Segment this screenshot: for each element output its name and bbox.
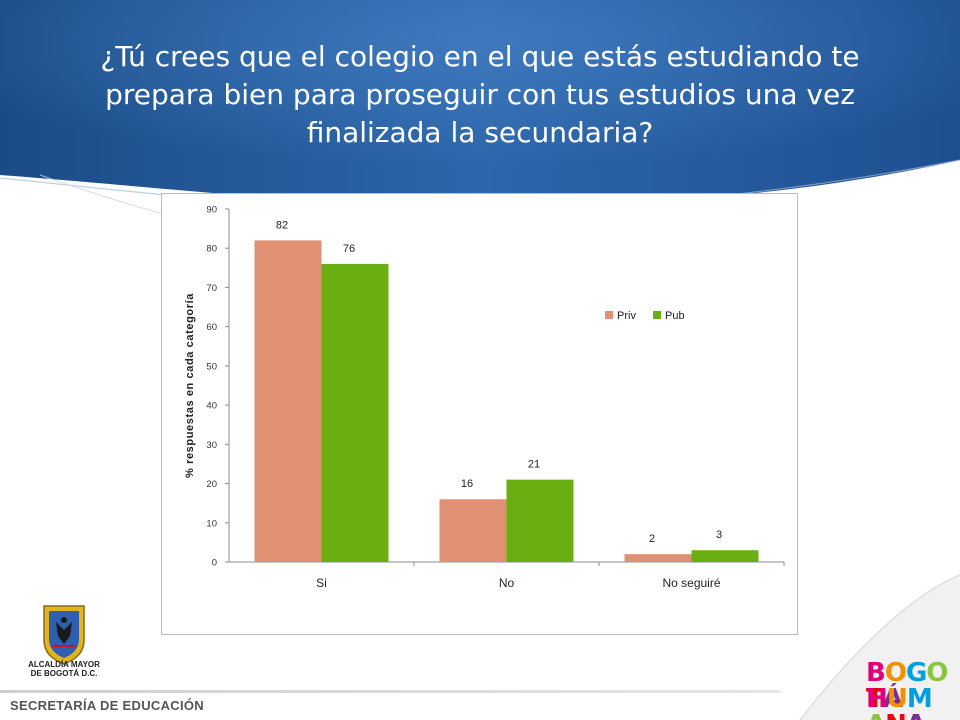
data-label: 21 [528, 459, 540, 471]
legend-swatch-priv [605, 311, 613, 319]
brand-letter: A [866, 712, 886, 720]
brand-logo: BOGOTÁ HUMANA [866, 656, 950, 720]
y-tick-label: 60 [206, 322, 217, 333]
brand-letter: Á [882, 684, 903, 714]
coat-of-arms-icon [43, 605, 85, 665]
data-label: 3 [716, 529, 722, 541]
slide-title: ¿Tú crees que el colegio en el que estás… [100, 40, 860, 149]
x-tick-label: No seguiré [662, 576, 720, 590]
brand-logo-bottom: HUMANA [866, 686, 950, 720]
brand-letter: G [905, 658, 927, 688]
y-axis-title: % respuestas en cada categoría [184, 293, 196, 478]
bar-chart: 0 10 20 30 40 50 60 70 80 90 % respuestas en cada … [184, 205, 785, 590]
brand-logo-top: BOGOTÁ [866, 660, 950, 712]
y-tick-label: 10 [206, 518, 217, 529]
y-tick-label: 50 [206, 361, 217, 372]
brand-text: BOGOTÁ [866, 658, 948, 714]
data-label: 16 [461, 478, 473, 490]
bar-priv-0 [254, 240, 322, 562]
brand-letter: O [884, 658, 907, 688]
legend-label: Priv [617, 310, 636, 322]
brand-letter: N [885, 712, 907, 720]
y-tick-label: 0 [212, 558, 217, 569]
x-tick-label: Si [316, 576, 327, 590]
legend-label: Pub [665, 310, 685, 322]
brand-letter: H [866, 684, 888, 714]
y-tick-label: 40 [206, 401, 217, 412]
y-tick-label: 80 [206, 244, 217, 255]
corner-swoosh [799, 575, 960, 720]
bar-priv-2 [624, 554, 692, 562]
department-label: SECRETARÍA DE EDUCACIÓN [10, 698, 204, 713]
data-label: 82 [276, 219, 288, 231]
bar-pub-1 [506, 479, 574, 562]
y-tick-label: 70 [206, 283, 217, 294]
brand-letter: B [866, 658, 886, 688]
y-tick-label: 30 [206, 440, 217, 451]
bar-priv-1 [439, 499, 507, 562]
brand-text: HUMANA [866, 684, 933, 720]
data-label: 2 [649, 533, 655, 545]
brand-letter: U [886, 684, 908, 714]
brand-letter: M [906, 684, 933, 714]
plot-area: 0 10 20 30 40 50 60 70 80 90 % respuestas en cada … [184, 205, 785, 590]
footer-divider [0, 690, 780, 693]
brand-letter: A [906, 712, 926, 720]
brand-letter: O [926, 658, 948, 688]
header-band [0, 0, 960, 240]
chart-frame: 0 10 20 30 40 50 60 70 80 90 % respuestas en cada … [161, 193, 798, 635]
data-label: 76 [343, 243, 355, 255]
bar-pub-0 [321, 263, 389, 562]
y-tick-label: 90 [206, 205, 217, 216]
brand-letter: T [866, 684, 884, 714]
x-tick-label: No [499, 576, 515, 590]
legend-swatch-pub [653, 311, 661, 319]
y-tick-label: 20 [206, 479, 217, 490]
org-logo-text: ALCALDÍA MAYOR DE BOGOTÁ D.C. [28, 660, 100, 678]
bar-pub-2 [691, 550, 759, 562]
